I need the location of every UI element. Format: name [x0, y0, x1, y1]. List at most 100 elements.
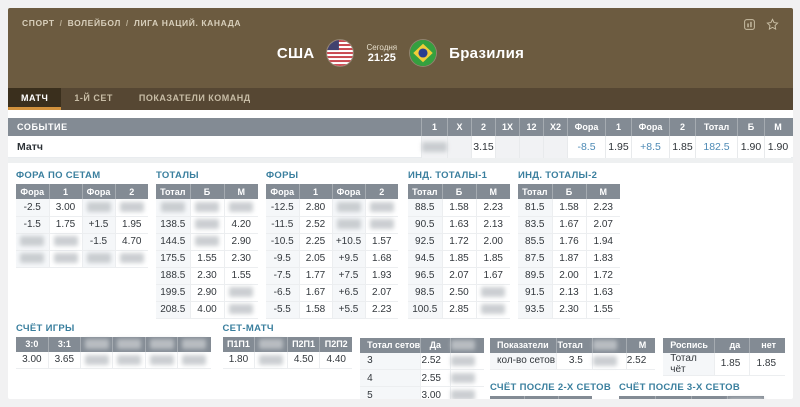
- odds-cell[interactable]: 1.75: [48, 216, 83, 234]
- odds-cell[interactable]: 2.23: [585, 199, 620, 217]
- section-title: ФОРЫ: [266, 170, 299, 181]
- odds-cell[interactable]: 1.85: [475, 250, 510, 268]
- odds-cell[interactable]: 1.68: [364, 250, 398, 268]
- tab-match[interactable]: МАТЧ: [8, 88, 62, 110]
- odds-cell[interactable]: 1.72: [441, 233, 477, 251]
- odds-cell[interactable]: 1.95: [114, 216, 148, 234]
- param-cell: [16, 233, 50, 251]
- odds-cell[interactable]: 2.00: [475, 233, 510, 251]
- param-cell: -6.5: [266, 284, 300, 302]
- odds-cell[interactable]: 2.13: [475, 216, 510, 234]
- odds-cell[interactable]: 2.05: [298, 250, 333, 268]
- odds-cell[interactable]: 1.90: [737, 135, 764, 158]
- odds-cell[interactable]: 2.13: [551, 284, 587, 302]
- odds-cell[interactable]: 1.85: [441, 250, 477, 268]
- odds-cell[interactable]: 3.00: [16, 351, 49, 369]
- odds-cell[interactable]: 3.65: [47, 351, 81, 369]
- odds-cell[interactable]: 4.40: [319, 351, 353, 369]
- blurred-value: [336, 202, 361, 213]
- odds-cell: [48, 250, 83, 268]
- blurred-value: [592, 340, 617, 351]
- odds-cell[interactable]: 1.58: [298, 301, 333, 319]
- param-cell: -5.5: [266, 301, 300, 319]
- odds-cell[interactable]: 1.63: [585, 284, 620, 302]
- odds-cell[interactable]: 1.57: [364, 233, 398, 251]
- odds-cell[interactable]: 1.55: [223, 267, 258, 285]
- odds-cell[interactable]: 4.00: [189, 301, 225, 319]
- odds-cell[interactable]: 1.72: [585, 267, 620, 285]
- odds-cell[interactable]: 1.95: [605, 135, 631, 158]
- odds-cell[interactable]: 1.90: [764, 135, 791, 158]
- blurred-value: [53, 236, 78, 247]
- odds-cell[interactable]: 3.5: [556, 352, 593, 370]
- param-cell: -12.5: [266, 199, 300, 217]
- odds-cell[interactable]: 2.85: [441, 301, 477, 319]
- odds-cell[interactable]: 1.85: [713, 352, 751, 376]
- event-column-header: 2: [669, 118, 695, 136]
- param-cell: 98.5: [408, 284, 443, 302]
- odds-cell[interactable]: 2.90: [189, 284, 225, 302]
- odds-cell[interactable]: 1.93: [364, 267, 398, 285]
- odds-cell[interactable]: 2.07: [441, 267, 477, 285]
- odds-cell[interactable]: 2.00: [551, 267, 587, 285]
- odds-cell[interactable]: 1.83: [585, 250, 620, 268]
- odds-cell[interactable]: 1.80: [222, 351, 256, 369]
- blurred-value: [117, 339, 142, 350]
- odds-cell[interactable]: 1.85: [749, 352, 786, 376]
- odds-cell[interactable]: 1.67: [551, 216, 587, 234]
- odds-cell[interactable]: 1.76: [551, 233, 587, 251]
- odds-cell[interactable]: 2.07: [585, 216, 620, 234]
- odds-cell[interactable]: 2.30: [551, 301, 587, 319]
- tab-first-set[interactable]: 1-Й СЕТ: [74, 92, 113, 103]
- odds-cell[interactable]: 2.07: [364, 284, 398, 302]
- column-header: [726, 395, 764, 399]
- odds-cell[interactable]: 3.15: [471, 135, 495, 158]
- odds-cell[interactable]: 1.58: [551, 199, 587, 217]
- param-cell: 87.5: [518, 250, 553, 268]
- odds-cell: [254, 351, 288, 369]
- odds-cell[interactable]: 1.55: [189, 250, 225, 268]
- favorite-star-icon[interactable]: [766, 18, 779, 31]
- param-cell: -8.5: [567, 135, 605, 158]
- odds-cell[interactable]: 4.70: [114, 233, 148, 251]
- blurred-value: [229, 202, 254, 213]
- blurred-value: [229, 287, 254, 298]
- match-date: Сегодня: [366, 42, 398, 52]
- odds-cell[interactable]: 1.55: [585, 301, 620, 319]
- odds-cell[interactable]: 2.52: [298, 216, 333, 234]
- breadcrumb-league[interactable]: ЛИГА НАЦИЙ. КАНАДА: [133, 18, 242, 28]
- odds-cell[interactable]: 3.00: [48, 199, 83, 217]
- odds-cell[interactable]: 1.58: [441, 199, 477, 217]
- tab-team-stats[interactable]: ПОКАЗАТЕЛИ КОМАНД: [138, 92, 251, 103]
- odds-cell[interactable]: 2.30: [223, 250, 258, 268]
- column-header: М: [625, 337, 656, 353]
- odds-cell[interactable]: 2.90: [223, 233, 258, 251]
- breadcrumb-sport[interactable]: СПОРТ: [22, 18, 55, 28]
- odds-cell[interactable]: 2.30: [189, 267, 225, 285]
- section-ind-totaly-2: ИНД. ТОТАЛЫ-2 Тотал Б М 81.5 1.58 2.23 83.5 1.6…: [518, 170, 620, 319]
- param-cell: 100.5: [408, 301, 443, 319]
- odds-cell[interactable]: 2.52: [625, 352, 656, 370]
- odds-cell[interactable]: 2.50: [441, 284, 477, 302]
- odds-cell[interactable]: 4.20: [223, 216, 258, 234]
- odds-cell[interactable]: 3.00: [420, 386, 451, 399]
- column-header: Б: [551, 184, 586, 199]
- odds-cell[interactable]: 2.25: [298, 233, 333, 251]
- section-schet-posle-3: СЧЁТ ПОСЛЕ 3-Х СЕТОВ 3:02:11:23.002.303.…: [619, 382, 764, 399]
- odds-cell[interactable]: 1.94: [585, 233, 620, 251]
- odds-cell[interactable]: 4.50: [286, 351, 321, 369]
- odds-cell[interactable]: 1.85: [669, 135, 695, 158]
- odds-cell[interactable]: 1.67: [475, 267, 510, 285]
- odds-cell[interactable]: 1.63: [441, 216, 477, 234]
- odds-cell[interactable]: 1.67: [298, 284, 333, 302]
- odds-cell[interactable]: 2.52: [420, 352, 451, 370]
- odds-cell[interactable]: 2.23: [364, 301, 398, 319]
- event-row-match: Матч 3.15 -8.5 1.95 +8.5 1.85 182.5 1.90 1.90: [8, 135, 793, 158]
- odds-cell[interactable]: 2.55: [420, 369, 451, 387]
- odds-cell[interactable]: 2.80: [298, 199, 333, 217]
- odds-cell[interactable]: 1.77: [298, 267, 333, 285]
- stats-icon[interactable]: [743, 18, 756, 31]
- odds-cell[interactable]: 1.87: [551, 250, 587, 268]
- breadcrumb-volleyball[interactable]: ВОЛЕЙБОЛ: [67, 18, 121, 28]
- odds-cell[interactable]: 2.23: [475, 199, 510, 217]
